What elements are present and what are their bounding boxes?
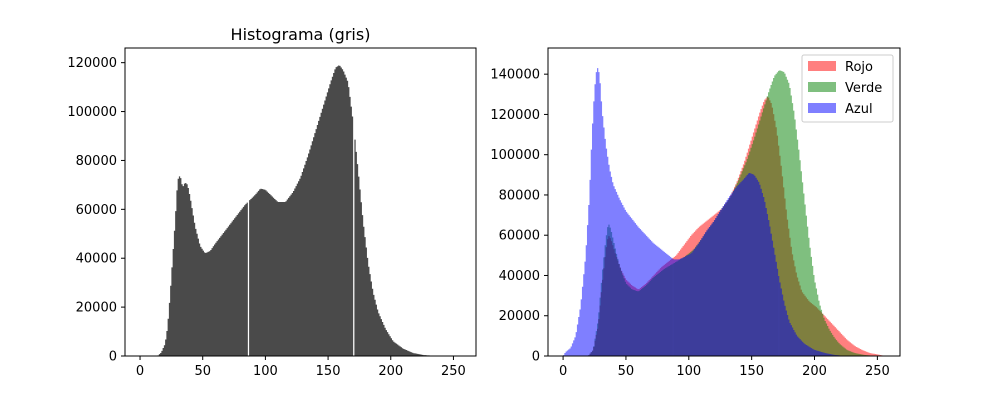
x-tick-label: 150 xyxy=(739,364,764,379)
legend-label-azul: Azul xyxy=(845,102,873,117)
x-tick-label: 0 xyxy=(559,364,567,379)
y-tick-label: 60000 xyxy=(499,229,540,244)
series-overlap-bins xyxy=(588,173,845,356)
y-tick-label: 20000 xyxy=(499,309,540,324)
y-tick-label: 20000 xyxy=(76,301,117,316)
y-tick-label: 60000 xyxy=(76,203,117,218)
rgb-histogram-bars xyxy=(563,68,884,357)
x-tick-label: 200 xyxy=(378,364,403,379)
legend: Rojo Verde Azul xyxy=(801,54,894,123)
gray-series xyxy=(157,65,441,357)
legend-label-verde: Verde xyxy=(845,81,882,96)
y-tick-label: 140000 xyxy=(490,68,540,83)
x-tick-label: 200 xyxy=(802,364,827,379)
gray-series-bins xyxy=(157,65,441,357)
x-tick-label: 150 xyxy=(316,364,341,379)
right-axes: 0 50 100 150 200 250 0 20000 40000 60000 80000 1000… xyxy=(490,68,889,379)
y-tick-label: 40000 xyxy=(499,269,540,284)
y-tick-label: 0 xyxy=(532,350,540,365)
x-tick-label: 0 xyxy=(136,364,144,379)
chart-title: Histograma (gris) xyxy=(231,25,371,44)
x-tick-label: 50 xyxy=(194,364,211,379)
plot-frame xyxy=(547,47,901,357)
legend-swatch-verde xyxy=(808,82,836,92)
y-tick-label: 0 xyxy=(109,350,117,365)
legend-swatch-azul xyxy=(808,103,836,113)
y-tick-label: 100000 xyxy=(490,148,540,163)
left-axes: 0 50 100 150 200 250 0 20000 40000 60000 80000 1000… xyxy=(67,56,465,379)
x-tick-label: 100 xyxy=(676,364,701,379)
gray-histogram-bars xyxy=(157,65,441,357)
x-tick-label: 50 xyxy=(618,364,635,379)
y-tick-label: 100000 xyxy=(67,105,117,120)
plot-frame xyxy=(124,47,477,357)
x-tick-label: 250 xyxy=(441,364,466,379)
y-tick-label: 120000 xyxy=(490,108,540,123)
y-tick-label: 80000 xyxy=(499,188,540,203)
y-tick-label: 120000 xyxy=(67,56,117,71)
chart-rgb-histogram: 0 50 100 150 200 250 0 20000 40000 60000 80000 1000… xyxy=(490,47,901,379)
y-tick-label: 40000 xyxy=(76,252,117,267)
legend-label-rojo: Rojo xyxy=(845,60,873,75)
y-tick-label: 80000 xyxy=(76,154,117,169)
legend-swatch-rojo xyxy=(808,61,836,71)
x-tick-label: 100 xyxy=(253,364,278,379)
series-overlap xyxy=(588,173,845,356)
x-tick-label: 250 xyxy=(865,364,890,379)
chart-grayscale-histogram: Histograma (gris) 0 50 100 150 200 250 0 20000 4… xyxy=(67,25,477,379)
